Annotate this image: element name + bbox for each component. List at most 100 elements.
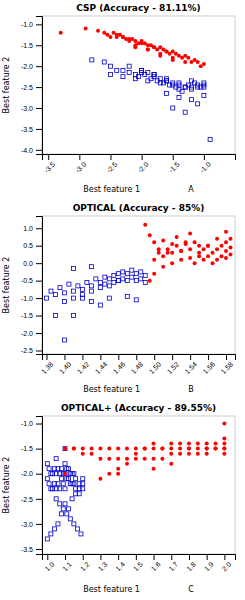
square-point [183,110,187,114]
y-tick-label: 0.5 [23,242,33,249]
square-point [127,64,131,68]
y-tick-mark [36,351,42,352]
x-tick-label: 1.8 [185,561,197,573]
square-point [130,275,134,279]
circle-point [166,247,170,251]
square-point [158,77,162,81]
x-axis-title: Best feature 1 A [83,185,194,194]
square-point [196,85,200,89]
circle-point [187,447,191,451]
circle-point [187,442,191,446]
x-tick-label: 1.5 [132,561,144,573]
x-tick-label: 1.46 [112,361,127,376]
x-tick: 1.1 [61,554,73,572]
square-point [171,106,175,110]
circle-point [143,457,147,461]
circle-point [134,447,138,451]
y-tick-mark [36,281,42,282]
x-axis-line [43,355,236,361]
x-axis: 1.381.401.421.441.461.481.501.521.541.56… [40,354,236,375]
circle-point [197,251,201,255]
square-point [53,293,57,297]
square-point [143,273,147,277]
x-axis: 1.01.11.21.31.41.51.61.71.81.92.0 [43,554,236,572]
circle-point [196,60,200,64]
title: OPTICAL (Accuracy - 85%) [73,203,205,213]
square-point [67,282,71,286]
y-tick-mark [36,129,42,130]
square-point [121,270,125,274]
x-tick: 1.50 [148,354,163,375]
x-tick: 1.9 [203,554,215,572]
square-point [189,87,193,91]
circle-point [197,244,201,248]
circle-point [196,442,200,446]
x-tick-mark [48,154,49,160]
y-axis: -3.5-3.0-2.5-2.0-1.5-1.0 [21,417,43,555]
square-point [133,77,137,81]
square-point [62,291,66,295]
x-tick-mark [154,554,155,560]
x-tick: -3.0 [74,154,88,174]
square-point [196,102,200,106]
circle-point [160,447,164,451]
circle-point [206,244,210,248]
y-tick: -2.5 [21,347,42,354]
x-axis-title: Best feature 1 C [83,585,194,594]
circle-point [134,457,138,461]
x-tick-label: -2.0 [136,161,150,175]
y-tick: -2.5 [21,84,42,91]
y-tick-label: -1.5 [21,42,33,49]
circle-point [222,447,226,451]
x-tick: -1.0 [198,154,212,174]
y-tick: -3.5 [21,126,42,133]
y-tick: -3.0 [21,105,42,112]
x-tick-label: 1.54 [184,361,199,376]
y-axis-title: Best feature 2 [2,57,11,114]
square-point [180,89,184,93]
square-point [58,502,62,506]
y-tick-label: -1.5 [21,445,33,452]
square-point [81,477,85,481]
series [44,265,147,342]
y-tick-label: -2.0 [21,63,33,70]
y-tick-mark [36,228,42,229]
circle-point [121,35,125,39]
square-point [74,492,78,496]
circle-point [229,252,233,256]
square-point [63,447,67,451]
circle-point [107,472,111,476]
x-tick-mark [79,154,80,160]
circle-point [205,447,209,451]
y-tick-mark [36,449,42,450]
circle-point [169,452,173,456]
circle-point [169,442,173,446]
circle-point [121,35,125,39]
x-tick-mark [100,554,101,560]
circle-point [107,457,111,461]
y-tick: -1.0 [21,420,42,427]
x-tick: 1.40 [58,354,73,375]
x-tick: -2.5 [105,154,119,174]
circle-point [161,238,165,242]
circle-point [188,256,192,260]
square-point [63,472,67,476]
circle-point [214,442,218,446]
y-tick: -2.0 [21,330,42,337]
square-point [177,83,181,87]
y-tick-label: -2.5 [21,84,33,91]
square-point [112,280,116,284]
circle-point [220,244,224,248]
square-point [108,64,112,68]
y-tick: -0.5 [21,277,42,284]
square-point [71,296,75,300]
square-point [67,467,71,471]
y-tick-label: -0.5 [21,277,33,284]
square-point [140,70,144,74]
square-point [125,279,129,283]
circle-point [214,447,218,451]
y-tick: -1.5 [21,312,42,319]
circle-point [205,447,209,451]
x-tick-mark [171,554,172,560]
square-point [80,287,84,291]
